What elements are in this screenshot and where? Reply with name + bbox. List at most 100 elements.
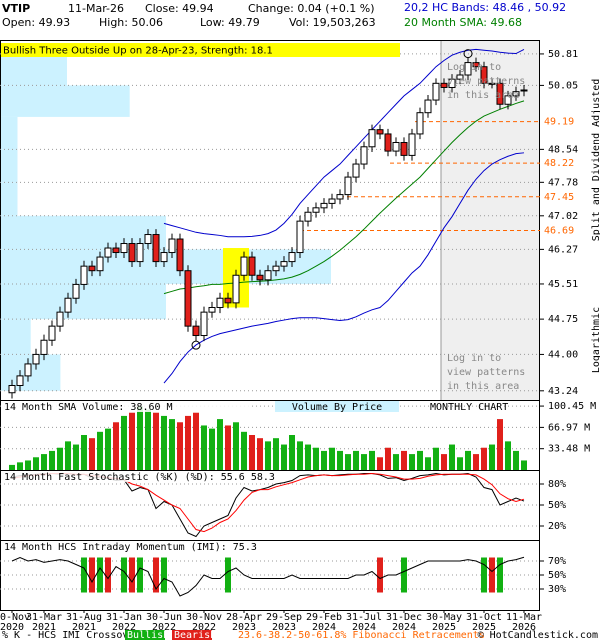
bullish-signal: [401, 557, 407, 593]
candle-body: [168, 238, 176, 254]
x-tick-label: 2021: [72, 622, 96, 633]
volume-bar: [97, 431, 103, 470]
x-tick-label: 30-May: [426, 612, 462, 623]
x-tick-label: 30-Nov: [0, 612, 30, 623]
panel-title: 14 Month Fast Stochastic (%K) (%D): 55.6…: [4, 472, 275, 483]
volume-bar: [33, 457, 39, 470]
candle-body: [472, 62, 480, 68]
x-tick-label: 2024: [352, 622, 376, 633]
volume-bar: [297, 441, 303, 470]
x-tick-label: 11-Mar: [506, 612, 542, 623]
footer-fib: 23.6-38.2-50-61.8% Fibonacci Retracement…: [238, 630, 485, 640]
bands-legend: 20,2 HC Bands: 48.46 , 50.92: [404, 1, 566, 14]
fib-label: 48.22: [544, 158, 574, 169]
volume-bar: [473, 454, 479, 470]
volume-bar: [401, 450, 407, 470]
y-tick-label: 80%: [548, 479, 566, 490]
axis-note: Logarithmic: [591, 307, 600, 373]
symbol: VTIP: [2, 2, 30, 15]
candle-body: [192, 325, 200, 337]
y-tick-label: 50.81: [548, 49, 578, 60]
candle-body: [40, 339, 48, 355]
low: Low: 49.79: [200, 16, 260, 29]
x-tick-label: 31-Jul: [346, 612, 382, 623]
volume-bar: [369, 450, 375, 470]
x-tick-label: 2022: [112, 622, 136, 633]
candle-body: [48, 325, 56, 341]
volume-bar: [385, 447, 391, 470]
candle-body: [304, 211, 312, 222]
candle-body: [456, 74, 464, 80]
x-tick-label: 29-Sep: [266, 612, 302, 623]
volume-by-price-bar: [1, 319, 31, 355]
candle-body: [296, 220, 304, 254]
candle-body: [336, 194, 344, 200]
y-tick-label: 43.24: [548, 386, 578, 397]
volume-bar: [329, 447, 335, 470]
volume-bar: [265, 441, 271, 470]
bullish-signal: [481, 557, 487, 593]
candle-body: [232, 274, 240, 304]
volume-bar: [257, 438, 263, 470]
low-marker: [191, 340, 201, 350]
x-tick-label: 2025: [432, 622, 456, 633]
candle-body: [360, 146, 368, 165]
volume-by-price-bar: [1, 182, 18, 216]
volume-bar: [441, 454, 447, 470]
volume-bar: [209, 428, 215, 470]
candle-body: [240, 256, 248, 276]
pattern-title: Bullish Three Outside Up on 28-Apr-23, S…: [3, 46, 273, 57]
volume-bar: [249, 435, 255, 470]
bullish-signal: [81, 557, 87, 593]
x-tick-label: 2021: [32, 622, 56, 633]
candle-body: [288, 252, 296, 263]
volume-bar: [161, 415, 167, 470]
login-note: in this area: [447, 90, 519, 101]
panel-title-bg: [1, 541, 251, 552]
x-tick-label: 31-Aug: [66, 612, 102, 623]
volume-bar: [233, 422, 239, 470]
candle-body: [104, 247, 112, 258]
x-tick-label: 31-Dec: [386, 612, 422, 623]
volume-bar: [17, 462, 23, 470]
x-tick-label: 31-Mar: [26, 612, 62, 623]
volume-bar: [129, 412, 135, 470]
candle-body: [496, 82, 504, 105]
candle-body: [352, 163, 360, 178]
vbp-label: Volume By Price: [292, 402, 382, 413]
volume-bar: [281, 444, 287, 470]
x-tick-label: 2026: [512, 622, 536, 633]
candle-body: [256, 274, 264, 281]
volume-bar: [137, 406, 143, 470]
volume-bar: [41, 454, 47, 470]
volume-bar: [73, 444, 79, 470]
volume-bar: [81, 435, 87, 470]
bullish-signal: [497, 557, 503, 593]
panel-title-bg: [1, 471, 251, 482]
volume-by-price-bar: [1, 116, 18, 150]
fib-label: 46.69: [544, 226, 574, 237]
candle-body: [208, 306, 216, 313]
candle-body: [416, 112, 424, 135]
candle-body: [408, 133, 416, 156]
x-tick-label: 31-Oct: [466, 612, 502, 623]
fib-label: 49.19: [544, 117, 574, 128]
vbp-label-bg: [275, 401, 399, 412]
y-tick-label: 50%: [548, 500, 566, 511]
login-note: Log in to: [447, 62, 501, 73]
candle-body: [216, 297, 224, 308]
x-tick-label: 2024: [392, 622, 416, 633]
candle-body: [432, 82, 440, 101]
volume-bar: [457, 457, 463, 470]
volume-bar: [345, 454, 351, 470]
candle-body: [176, 238, 184, 272]
login-note: in this area: [447, 381, 519, 392]
bullish-signal: [137, 557, 143, 593]
x-tick-label: 2022: [192, 622, 216, 633]
volume-bar: [241, 431, 247, 470]
volume-bar: [465, 450, 471, 470]
band-lower: [163, 152, 525, 384]
volume-bar: [321, 450, 327, 470]
candle-body: [32, 353, 40, 365]
